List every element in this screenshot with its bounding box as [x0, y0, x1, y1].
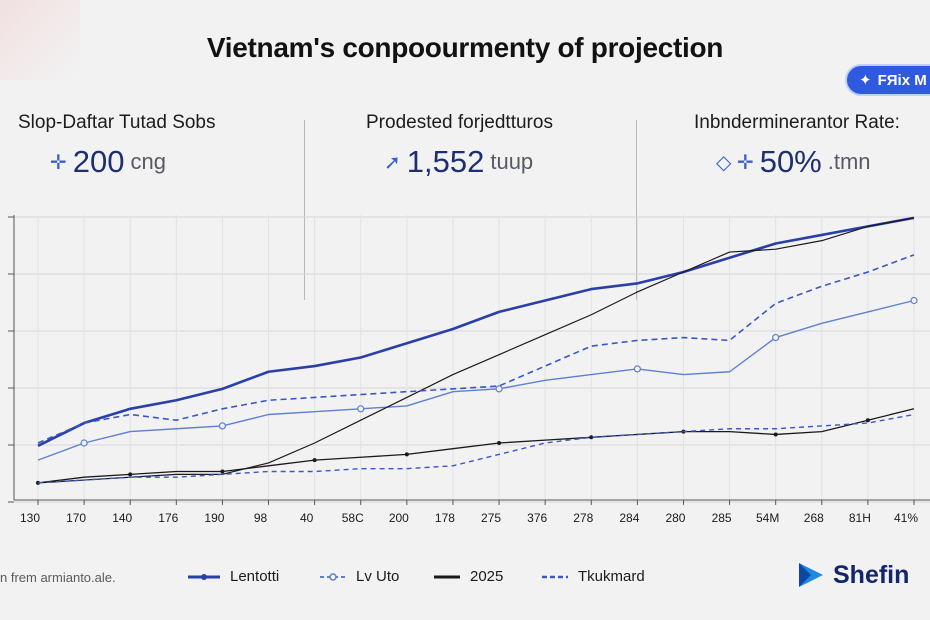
- data-point: [773, 432, 778, 437]
- brand-logo: Shefin: [795, 560, 909, 590]
- x-tick-label: 190: [204, 511, 224, 525]
- kpi-unit: cng: [130, 149, 166, 174]
- legend-swatch-solid: [188, 573, 220, 580]
- kpi-unit: .tmn: [827, 149, 871, 174]
- legend-label: 2025: [470, 568, 504, 585]
- x-tick-label: 40: [300, 511, 314, 525]
- data-point: [633, 365, 641, 373]
- data-point: [312, 458, 317, 463]
- diamond-icon: ◇ ✛: [716, 151, 754, 174]
- x-tick-label: 130: [20, 511, 40, 525]
- kpi-card-3: Inbnderminerantor Rate: ◇ ✛ 50% .tmn: [694, 112, 900, 180]
- x-tick-label: 176: [158, 511, 178, 525]
- x-tick-label: 98: [254, 511, 268, 525]
- data-point: [589, 435, 594, 440]
- kpi-value: 1,552: [406, 144, 485, 179]
- x-tick-label: 178: [435, 511, 455, 525]
- legend-item: Lentotti: [186, 568, 279, 585]
- data-point: [218, 422, 227, 430]
- x-tick-label: 41%: [894, 511, 918, 525]
- x-tick-label: 275: [481, 511, 501, 525]
- kpi-label: Inbnderminerantor Rate:: [694, 112, 900, 133]
- series-line-2025-b: [37, 217, 915, 484]
- data-point: [220, 469, 225, 474]
- x-tick-label: 268: [804, 511, 824, 525]
- kpi-value: 200: [72, 144, 125, 179]
- brand-name: Shefin: [833, 560, 910, 589]
- data-point: [772, 333, 780, 342]
- legend-item: Tkukmard: [540, 568, 645, 585]
- data-point: [357, 405, 365, 413]
- data-point: [80, 439, 88, 447]
- fix-button[interactable]: ✦ FЯix M: [845, 64, 930, 96]
- x-tick-label: 278: [573, 511, 593, 525]
- series-line-tkukmard: [37, 254, 915, 444]
- kpi-label: Prodested forjedtturos: [366, 112, 553, 133]
- series-line-lv-uto: [37, 299, 915, 461]
- data-point: [495, 385, 503, 393]
- fix-button-label: FЯix M: [877, 71, 927, 89]
- data-point: [910, 296, 918, 305]
- kpi-value: 50%: [759, 144, 822, 179]
- x-tick-label: 200: [389, 511, 409, 525]
- data-point: [128, 472, 133, 477]
- x-tick-label: 54M: [756, 511, 779, 525]
- play-triangle-icon: [799, 563, 823, 587]
- data-point: [865, 418, 870, 423]
- legend-label: Lv Uto: [356, 568, 400, 585]
- arrow-icon: ➚: [384, 151, 401, 174]
- legend-item: Lv Uto: [318, 568, 399, 585]
- data-point: [497, 441, 502, 445]
- x-tick-label: 81H: [849, 511, 871, 525]
- legend-swatch-dashed: [542, 575, 568, 578]
- kpi-divider: [304, 120, 305, 300]
- legend-item: 2025: [432, 568, 503, 585]
- x-tick-label: 284: [619, 511, 639, 525]
- plus-diamond-icon: ✛: [50, 151, 67, 174]
- source-note: n frem armianto.ale.: [0, 570, 116, 585]
- series-line-2025: [37, 408, 915, 484]
- legend-label: Lentotti: [230, 568, 280, 585]
- x-tick-label: 376: [527, 511, 547, 525]
- series-line-lentotti: [37, 216, 915, 448]
- x-tick-label: 140: [112, 511, 132, 525]
- kpi-divider: [636, 120, 637, 300]
- kpi-card-2: Prodested forjedtturos ➚ 1,552 tuup: [366, 112, 553, 180]
- star-icon: ✦: [859, 72, 872, 89]
- x-tick-label: 280: [665, 511, 685, 525]
- x-tick-label: 58C: [342, 511, 364, 525]
- line-chart: 130 170 140 176 190 98 40 58C 200 178 275 376 278 284…: [8, 215, 930, 525]
- legend-label: Tkukmard: [578, 568, 645, 585]
- x-tick-label: 170: [66, 511, 86, 525]
- page-title: Vietnam's conpoourmenty of projection: [206, 32, 724, 63]
- legend-swatch-dashed-open: [320, 572, 346, 581]
- kpi-card-1: Slop-Daftar Tutad Sobs ✛ 200 cng: [18, 112, 216, 180]
- legend-swatch-solid-thin: [434, 575, 460, 578]
- series-line-tkukmard-b: [37, 413, 915, 484]
- corner-decoration: [0, 0, 80, 80]
- data-point: [404, 452, 409, 457]
- kpi-label: Slop-Daftar Tutad Sobs: [18, 112, 216, 133]
- kpi-unit: tuup: [490, 149, 534, 174]
- x-tick-label: 285: [712, 511, 732, 525]
